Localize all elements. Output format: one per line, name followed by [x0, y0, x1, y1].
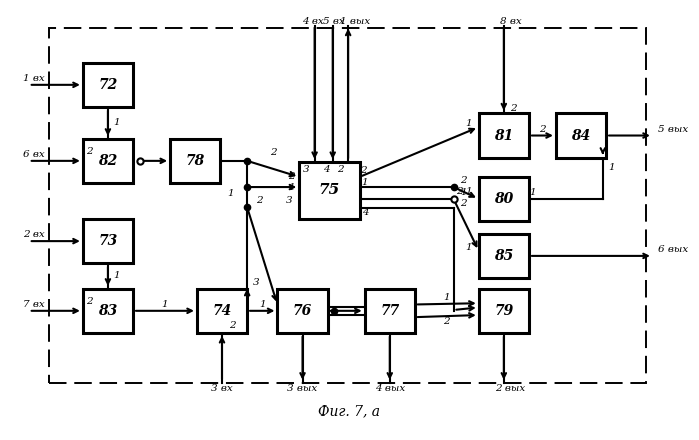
- Text: 3 вх: 3 вх: [211, 385, 233, 393]
- Text: 85: 85: [494, 249, 514, 263]
- Text: 1: 1: [227, 189, 233, 198]
- Text: 2: 2: [229, 321, 236, 330]
- Text: Фиг. 7, а: Фиг. 7, а: [319, 404, 380, 418]
- Bar: [82, 139, 133, 183]
- Bar: [197, 289, 247, 333]
- Bar: [299, 162, 359, 219]
- Text: 1: 1: [161, 300, 168, 309]
- Text: 83: 83: [99, 304, 117, 318]
- Text: 84: 84: [571, 128, 591, 143]
- Text: 1: 1: [466, 119, 472, 128]
- Text: 6 вх: 6 вх: [22, 150, 45, 159]
- Bar: [49, 28, 646, 383]
- Text: 5 вых: 5 вых: [658, 125, 689, 134]
- Text: 2: 2: [359, 166, 366, 175]
- Text: 2: 2: [510, 104, 517, 113]
- Text: 76: 76: [293, 304, 312, 318]
- Text: 1: 1: [288, 183, 294, 191]
- Bar: [82, 62, 133, 107]
- Text: 2 вых: 2 вых: [496, 385, 526, 393]
- Text: 2: 2: [256, 197, 262, 205]
- Text: 72: 72: [99, 78, 117, 92]
- Text: 3: 3: [286, 196, 292, 205]
- Text: 1 вх: 1 вх: [22, 74, 45, 83]
- Bar: [278, 289, 328, 333]
- Text: 2: 2: [337, 165, 343, 174]
- Text: 1: 1: [361, 178, 368, 187]
- Text: 4 вых: 4 вых: [375, 385, 405, 393]
- Text: 3 вых: 3 вых: [287, 385, 317, 393]
- Text: 1: 1: [460, 188, 467, 197]
- Text: 1: 1: [113, 271, 120, 280]
- Bar: [479, 289, 529, 333]
- Bar: [82, 289, 133, 333]
- Text: 3: 3: [252, 278, 259, 287]
- Bar: [479, 177, 529, 221]
- Text: 78: 78: [185, 154, 205, 168]
- Text: 75: 75: [319, 183, 340, 198]
- Bar: [82, 219, 133, 263]
- Bar: [556, 114, 606, 158]
- Text: 1 вых: 1 вых: [340, 17, 370, 26]
- Text: 2: 2: [460, 176, 467, 185]
- Text: 1: 1: [443, 293, 450, 302]
- Bar: [479, 114, 529, 158]
- Text: 2 вх: 2 вх: [22, 230, 45, 239]
- Bar: [479, 234, 529, 278]
- Text: 2: 2: [460, 198, 467, 208]
- Bar: [365, 289, 415, 333]
- Text: 1: 1: [466, 187, 472, 196]
- Text: 77: 77: [380, 304, 399, 318]
- Text: 2: 2: [86, 147, 93, 156]
- Text: 3: 3: [303, 165, 310, 174]
- Text: 6 вых: 6 вых: [658, 245, 689, 254]
- Text: 2: 2: [288, 172, 294, 181]
- Text: 5 вх: 5 вх: [323, 17, 345, 26]
- Text: 1: 1: [529, 188, 535, 197]
- Text: 4: 4: [361, 208, 368, 217]
- Bar: [170, 139, 220, 183]
- Text: 2: 2: [86, 297, 93, 306]
- Text: 1: 1: [466, 243, 472, 252]
- Text: 82: 82: [99, 154, 117, 168]
- Text: 1: 1: [259, 300, 266, 309]
- Text: 80: 80: [494, 192, 514, 206]
- Text: 81: 81: [494, 128, 514, 143]
- Text: 2: 2: [539, 125, 546, 134]
- Text: 7 вх: 7 вх: [22, 300, 45, 309]
- Text: 4 вх: 4 вх: [303, 17, 324, 26]
- Text: 79: 79: [494, 304, 514, 318]
- Text: 74: 74: [212, 304, 231, 318]
- Text: 4: 4: [323, 165, 329, 174]
- Text: 2: 2: [456, 187, 462, 196]
- Text: 1: 1: [113, 118, 120, 127]
- Text: 2: 2: [443, 317, 450, 326]
- Text: 73: 73: [99, 234, 117, 248]
- Text: 8 вх: 8 вх: [500, 17, 521, 26]
- Text: 1: 1: [608, 163, 615, 172]
- Text: 2: 2: [270, 148, 277, 157]
